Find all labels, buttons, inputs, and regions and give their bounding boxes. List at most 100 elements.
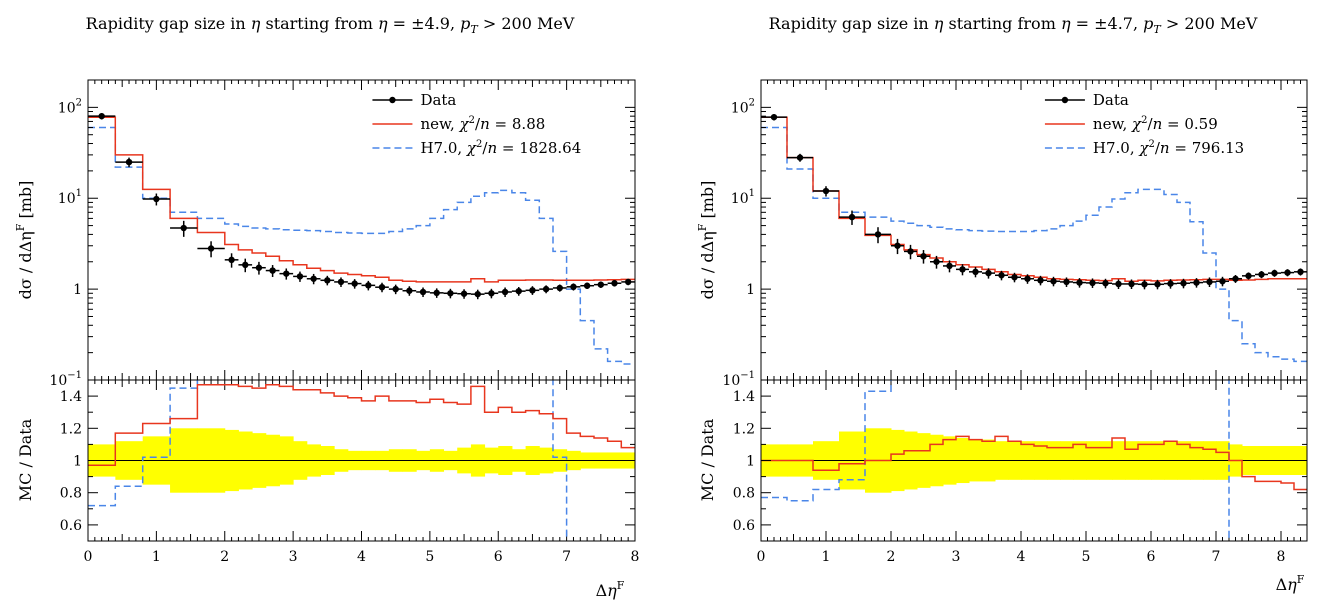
left-data-point xyxy=(365,282,372,289)
left-legend-entry-h70: H7.0, χ2/n = 1828.64 xyxy=(372,139,581,157)
right-x-tick-label: 3 xyxy=(952,549,961,565)
left-plot-title: Rapidity gap size in η starting from η =… xyxy=(86,14,575,36)
left-x-tick-label: 0 xyxy=(84,549,93,565)
right-plot-panel: Rapidity gap size in η starting from η =… xyxy=(696,14,1308,594)
right-legend-entry-h70: H7.0, χ2/n = 796.13 xyxy=(1044,139,1244,157)
right-data-point xyxy=(933,258,940,265)
left-legend-label-data: Data xyxy=(420,91,456,109)
right-ratio-y-tick-label: 1 xyxy=(746,454,755,470)
right-x-tick-label: 0 xyxy=(757,549,766,565)
left-data-point xyxy=(624,278,632,286)
right-main-plot-area: 102 101 1 10−1 Data new, χ2/n = 0.59 H7.0, χ2/… xyxy=(722,79,1308,541)
left-data-point xyxy=(570,283,577,291)
left-x-tick-label: 5 xyxy=(425,549,434,565)
left-data-point xyxy=(269,267,276,274)
right-data-point xyxy=(1232,275,1239,282)
left-ratio-y-tick-label: 0.6 xyxy=(60,518,82,534)
left-data-point xyxy=(378,283,386,291)
right-data-point xyxy=(1258,271,1265,278)
right-ratio-y-tick-label: 0.8 xyxy=(733,486,755,502)
left-data-point xyxy=(228,256,235,264)
left-data-point xyxy=(283,270,290,277)
right-data-point xyxy=(998,272,1005,279)
right-data-point xyxy=(1154,281,1161,288)
right-legend-data-marker xyxy=(1061,96,1069,104)
left-h70-series-line xyxy=(88,126,635,365)
right-data-point xyxy=(1115,280,1122,288)
right-data-point xyxy=(1206,278,1213,286)
left-x-tick-label: 6 xyxy=(494,549,503,565)
left-legend-entry-new: new, χ2/n = 8.88 xyxy=(372,115,545,133)
left-legend-entry-data: Data xyxy=(372,91,456,109)
left-data-point xyxy=(125,158,133,166)
left-data-point xyxy=(419,288,427,296)
left-data-point xyxy=(351,280,358,287)
right-data-point xyxy=(1102,280,1109,287)
left-x-axis-label: ΔηF xyxy=(596,579,625,600)
right-legend-entry-data: Data xyxy=(1044,91,1129,109)
left-x-tick-label: 4 xyxy=(357,549,366,565)
right-data-point xyxy=(1193,279,1200,286)
right-x-axis-label: ΔηF xyxy=(1276,573,1305,594)
right-ratio-y-tick-label: 1.2 xyxy=(733,421,755,437)
right-data-point xyxy=(1024,275,1031,282)
left-data-point xyxy=(542,285,550,293)
left-x-tick-label: 8 xyxy=(631,549,640,565)
right-legend-entry-new: new, χ2/n = 0.59 xyxy=(1044,115,1218,133)
right-data-point xyxy=(1297,268,1304,276)
left-y-tick-label: 1 xyxy=(73,282,82,298)
left-ratio-new-line xyxy=(88,384,635,467)
right-data-point xyxy=(1284,269,1291,276)
right-data-point xyxy=(1180,280,1187,287)
right-x-tick-label: 6 xyxy=(1147,549,1156,565)
right-data-point xyxy=(959,266,966,273)
left-x-tick-label: 2 xyxy=(220,549,229,565)
left-legend-data-marker xyxy=(389,96,396,104)
left-x-tick-label: 7 xyxy=(562,549,571,565)
left-ratio-y-axis-label: MC / Data xyxy=(16,418,35,501)
left-data-point xyxy=(255,264,263,271)
left-data-point xyxy=(207,245,215,252)
right-data-point xyxy=(848,213,856,221)
right-data-point xyxy=(1245,272,1252,280)
right-data-point xyxy=(874,231,882,238)
left-ratio-y-tick-label: 0.8 xyxy=(60,486,82,502)
right-y-tick-label: 1 xyxy=(746,282,755,298)
right-data-point xyxy=(1076,279,1083,286)
right-data-point xyxy=(822,187,830,195)
left-data-point xyxy=(556,284,563,292)
left-data-point xyxy=(501,288,509,296)
right-data-point xyxy=(1271,269,1278,277)
right-x-tick-label: 2 xyxy=(887,549,896,565)
left-ratio-plot-area: 0 1 2 3 4 5 6 7 8 0.6 0.8 1 1.2 1.4 xyxy=(60,379,640,565)
left-data-point xyxy=(242,261,249,269)
right-ratio-new-line xyxy=(761,435,1307,491)
left-data-point xyxy=(310,275,317,282)
left-legend-label-h70: H7.0, χ2/n = 1828.64 xyxy=(420,139,581,157)
right-data-point xyxy=(972,268,979,276)
right-y-tick-label: 101 xyxy=(731,188,755,207)
left-data-point xyxy=(433,289,440,297)
right-h70-series-line xyxy=(761,126,1307,363)
right-legend-label-new: new, χ2/n = 0.59 xyxy=(1093,115,1218,133)
left-x-tick-label: 3 xyxy=(289,549,298,565)
left-y-axis-label: dσ / dΔηF [mb] xyxy=(14,181,35,300)
left-data-point xyxy=(597,281,605,288)
right-ratio-plot-area: 0 1 2 3 4 5 6 7 8 0.6 0.8 1 1.2 1.4 xyxy=(733,379,1308,565)
right-data-point xyxy=(946,262,953,270)
right-x-tick-label: 5 xyxy=(1082,549,1091,565)
left-data-point xyxy=(529,287,536,294)
left-y-tick-label: 10−1 xyxy=(49,370,82,389)
left-data-point xyxy=(488,290,495,297)
left-data-point xyxy=(324,277,331,284)
left-ratio-y-tick-label: 1.4 xyxy=(60,389,82,405)
left-data-point xyxy=(611,280,618,287)
left-ratio-y-tick-label: 1 xyxy=(73,454,82,470)
right-data-point xyxy=(1063,278,1070,286)
right-data-point xyxy=(1167,280,1174,287)
right-x-tick-label: 8 xyxy=(1277,549,1286,565)
left-data-point xyxy=(98,112,105,120)
right-data-point xyxy=(894,242,901,249)
left-data-point xyxy=(392,285,399,293)
